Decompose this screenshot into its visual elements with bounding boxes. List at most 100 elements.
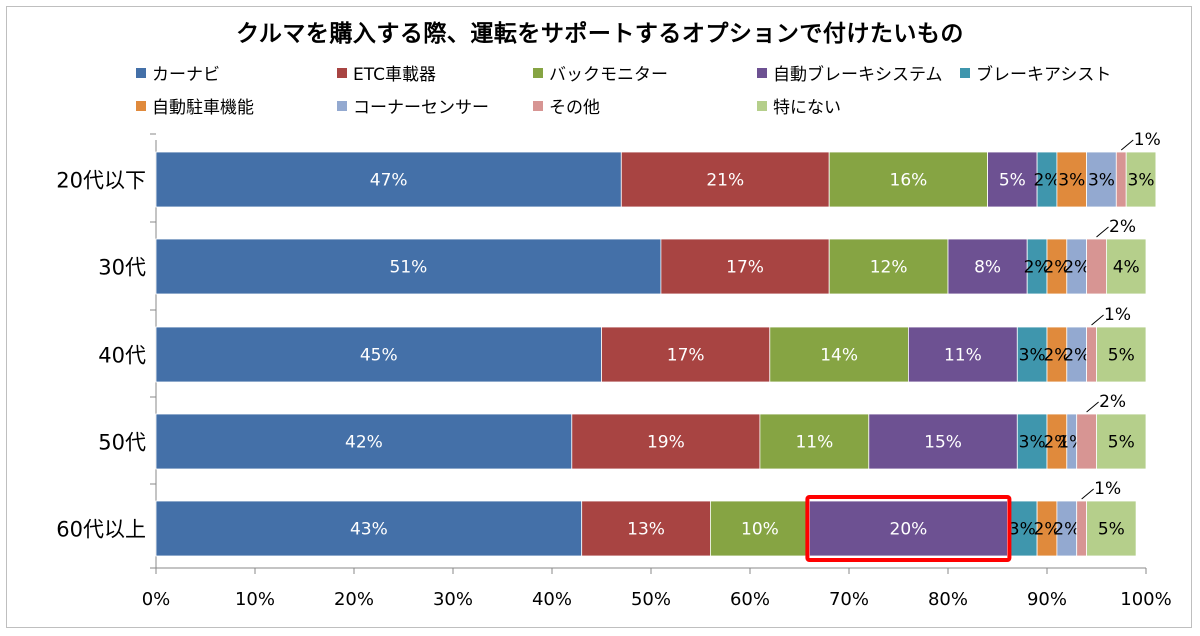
bar-segment xyxy=(155,238,662,295)
bar-segment xyxy=(828,151,989,208)
legend-label: 特にない xyxy=(773,98,841,118)
bar-segment xyxy=(155,326,602,383)
data-label: 2% xyxy=(1043,258,1070,278)
data-label: 3% xyxy=(1019,346,1046,366)
legend-label: ETC車載器 xyxy=(353,65,436,85)
data-label: 5% xyxy=(999,171,1026,191)
legend-swatch xyxy=(960,67,970,78)
data-label: 43% xyxy=(350,520,388,540)
bar-segment xyxy=(581,500,711,557)
bar-segment xyxy=(155,500,583,557)
data-label: 15% xyxy=(924,433,962,453)
leader-line xyxy=(1120,139,1134,151)
legend-label: バックモニター xyxy=(549,65,668,85)
data-label: 3% xyxy=(1019,433,1046,453)
bar-segment xyxy=(908,326,1018,383)
bar-segment xyxy=(1106,238,1147,295)
data-label: 2% xyxy=(1043,433,1070,453)
legend-label: その他 xyxy=(549,98,600,118)
bar-segment xyxy=(1096,413,1147,470)
data-label: 13% xyxy=(627,520,665,540)
data-label: 1% xyxy=(1104,305,1131,325)
x-tick-label: 100% xyxy=(1120,589,1171,610)
legend-item: コーナーセンサー xyxy=(337,93,489,118)
bar-segment xyxy=(1016,413,1048,470)
legend-label: 自動ブレーキシステム xyxy=(773,65,943,85)
legend-swatch xyxy=(136,100,146,111)
bar-segment xyxy=(620,151,830,208)
legend-item: カーナビ xyxy=(136,60,220,85)
data-label: 51% xyxy=(390,258,428,278)
legend-item: 自動ブレーキシステム xyxy=(757,60,943,85)
x-tick-label: 10% xyxy=(235,589,275,610)
legend-swatch xyxy=(757,100,767,111)
category-label: 30代 xyxy=(98,256,146,280)
bar-segment xyxy=(1076,500,1087,557)
leader-line xyxy=(1096,226,1109,238)
data-label: 2% xyxy=(1053,520,1080,540)
bar-segment xyxy=(1115,151,1127,208)
category-label: 40代 xyxy=(98,344,146,368)
x-tick-label: 70% xyxy=(829,589,869,610)
data-label: 47% xyxy=(370,171,408,191)
data-label: 1% xyxy=(1134,130,1161,150)
data-label: 5% xyxy=(1108,346,1135,366)
bar-segment xyxy=(660,238,830,295)
data-label: 4% xyxy=(1113,258,1140,278)
bar-segment xyxy=(1086,500,1137,557)
data-label: 2% xyxy=(1034,171,1061,191)
bar-segment xyxy=(947,238,1028,295)
data-label: 17% xyxy=(667,346,705,366)
data-label: 2% xyxy=(1043,346,1070,366)
data-label: 14% xyxy=(820,346,858,366)
bar-segment xyxy=(868,413,1018,470)
legend-label: 自動駐車機能 xyxy=(152,98,254,118)
data-label: 11% xyxy=(944,346,982,366)
data-label: 2% xyxy=(1063,346,1090,366)
x-tick-label: 80% xyxy=(928,589,968,610)
x-tick-label: 0% xyxy=(142,589,171,610)
x-tick-label: 40% xyxy=(532,589,572,610)
bar-segment xyxy=(987,151,1038,208)
legend-swatch xyxy=(136,67,146,78)
bar-segment xyxy=(155,413,573,470)
category-label: 50代 xyxy=(98,431,146,455)
data-label: 11% xyxy=(795,433,833,453)
category-label: 60代以上 xyxy=(56,518,146,542)
highlight-box xyxy=(805,495,1012,562)
data-label: 5% xyxy=(1108,433,1135,453)
legend-item: その他 xyxy=(533,93,600,118)
legend-swatch xyxy=(533,67,543,78)
data-label: 2% xyxy=(1024,258,1051,278)
x-tick-label: 30% xyxy=(433,589,473,610)
data-label: 42% xyxy=(345,433,383,453)
bar-segment xyxy=(571,413,761,470)
bar-segment xyxy=(769,326,909,383)
legend-item: 特にない xyxy=(757,93,841,118)
data-label: 20% xyxy=(890,520,928,540)
bar-segment xyxy=(1096,326,1147,383)
bar-segment xyxy=(1125,151,1157,208)
chart-title: クルマを購入する際、運転をサポートするオプションで付けたいもの xyxy=(236,21,964,47)
data-label: 3% xyxy=(1009,520,1036,540)
data-label: 2% xyxy=(1063,258,1090,278)
bar-segment xyxy=(828,238,949,295)
legend-item: ブレーキアシスト xyxy=(960,60,1111,85)
bar-segment xyxy=(1086,326,1097,383)
category-label: 20代以下 xyxy=(56,169,146,193)
x-tick-label: 50% xyxy=(631,589,671,610)
leader-line xyxy=(1081,488,1094,500)
data-label: 8% xyxy=(974,258,1001,278)
data-label: 2% xyxy=(1099,392,1126,412)
legend-swatch xyxy=(757,67,767,78)
legend-swatch xyxy=(337,100,347,111)
bar-segment xyxy=(710,500,810,557)
x-tick-label: 20% xyxy=(334,589,374,610)
data-label: 1% xyxy=(1094,479,1121,499)
data-label: 3% xyxy=(1088,171,1115,191)
legend-swatch xyxy=(337,67,347,78)
x-tick-label: 90% xyxy=(1027,589,1067,610)
x-tick-label: 60% xyxy=(730,589,770,610)
leader-line xyxy=(1086,401,1099,413)
